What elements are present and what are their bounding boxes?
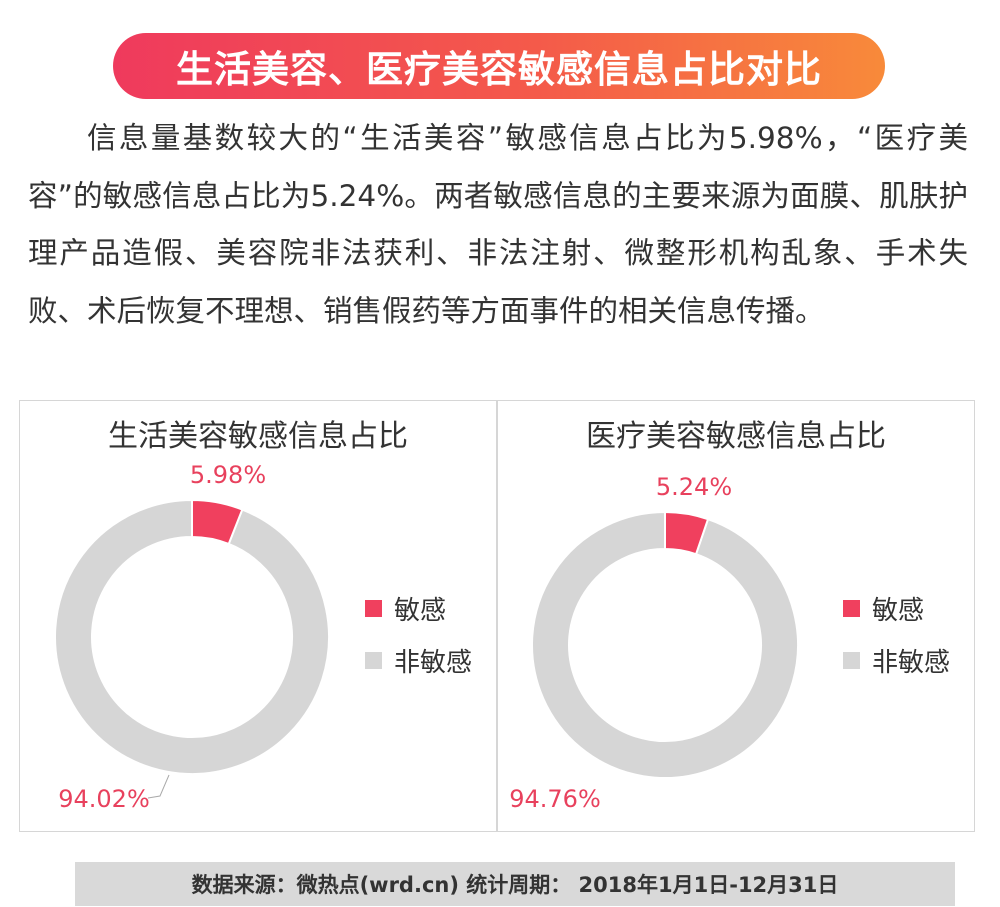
donut-chart-lifestyle: 5.98% 94.02% (54, 461, 330, 813)
data-label-sensitive: 5.98% (190, 461, 266, 489)
legend-item-non-sensitive: 非敏感 (843, 647, 950, 678)
slice-sensitive (191, 498, 244, 546)
legend-item-sensitive: 敏感 (365, 595, 472, 626)
slice-non-sensitive (531, 510, 799, 779)
source-footer: 数据来源：微热点(wrd.cn) 统计周期： 2018年1月1日-12月31日 (75, 862, 955, 906)
legend-swatch-sensitive (365, 599, 382, 617)
donut-chart-medical: 5.24% 94.76% (509, 473, 799, 813)
chart-title-lifestyle: 生活美容敏感信息占比 (108, 419, 408, 454)
legend-swatch-sensitive (843, 599, 860, 617)
description-paragraph: 信息量基数较大的“生活美容”敏感信息占比为5.98%，“医疗美容”的敏感信息占比… (28, 121, 968, 328)
legend-swatch-non-sensitive (365, 651, 382, 669)
title-banner: 生活美容、医疗美容敏感信息占比对比 (113, 33, 885, 99)
legend-swatch-non-sensitive (843, 651, 860, 669)
legend-label-sensitive: 敏感 (872, 595, 925, 626)
chart-panel-medical: 医疗美容敏感信息占比 5.24% 94.76% 敏感 非敏感 (497, 400, 975, 832)
legend-lifestyle: 敏感 非敏感 (365, 595, 472, 699)
legend-label-non-sensitive: 非敏感 (872, 647, 951, 678)
legend-item-sensitive: 敏感 (843, 595, 950, 626)
legend-item-non-sensitive: 非敏感 (365, 647, 472, 678)
data-label-non-sensitive: 94.76% (509, 785, 601, 813)
slice-non-sensitive (54, 498, 330, 775)
slice-sensitive (664, 510, 710, 556)
chart-title-medical: 医疗美容敏感信息占比 (586, 419, 886, 454)
page-title: 生活美容、医疗美容敏感信息占比对比 (176, 48, 822, 91)
data-label-non-sensitive: 94.02% (58, 785, 150, 813)
chart-panel-lifestyle: 生活美容敏感信息占比 5.98% 94.02% 敏感 非敏感 (19, 400, 497, 832)
source-text: 数据来源：微热点(wrd.cn) 统计周期： 2018年1月1日-12月31日 (191, 873, 839, 897)
leader-line-non-sensitive (147, 774, 170, 799)
legend-medical: 敏感 非敏感 (843, 595, 950, 699)
legend-label-non-sensitive: 非敏感 (394, 647, 473, 678)
data-label-sensitive: 5.24% (656, 473, 732, 501)
legend-label-sensitive: 敏感 (394, 595, 447, 626)
